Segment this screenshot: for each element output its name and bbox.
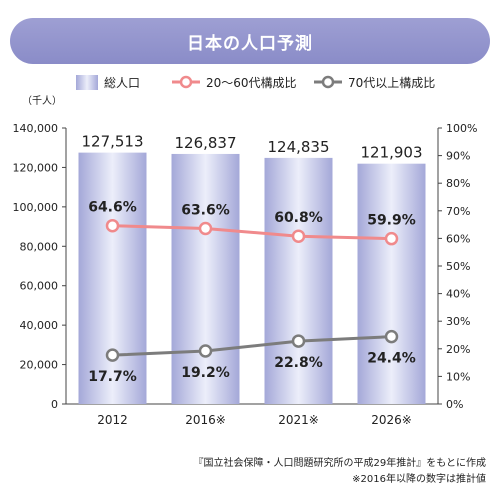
source-note: 『国立社会保障・人口問題研究所の平成29年推計』をもとに作成 — [193, 458, 486, 469]
y-tick-label-left: 20,000 — [20, 359, 59, 372]
y-tick-label-left: 80,000 — [20, 240, 59, 253]
legend-marker-70plus — [321, 75, 335, 89]
y-tick-label-left: 140,000 — [13, 122, 59, 135]
point-20-60-2 — [291, 229, 306, 243]
data-label-70plus-0: 17.7% — [88, 369, 137, 385]
data-label-20-60-1: 63.6% — [181, 202, 230, 218]
axes: （千人） 0 20,000 40,000 60,000 80,000 100,000 120,… — [13, 95, 478, 427]
legend-label-total: 総人口 — [104, 76, 140, 90]
point-20-60-3 — [384, 231, 399, 246]
x-tick-label-1: 2016※ — [185, 413, 226, 427]
bar-value-label-0: 127,513 — [81, 133, 143, 151]
legend-label-20-60: 20～60代構成比 — [206, 76, 297, 90]
y-tick-label-left: 100,000 — [13, 201, 59, 214]
y-tick-label-right: 90% — [446, 150, 470, 163]
data-label-70plus-3: 24.4% — [367, 351, 416, 367]
chart-title: 日本の人口予測 — [10, 18, 490, 64]
line-70plus — [112, 335, 392, 357]
y-tick-label-left: 120,000 — [13, 161, 59, 174]
y-tick-label-right: 80% — [446, 177, 470, 190]
bar-total-1 — [171, 153, 240, 404]
y-tick-label-right: 0% — [446, 398, 463, 411]
data-label-20-60-3: 59.9% — [367, 213, 416, 229]
y-tick-label-right: 70% — [446, 205, 470, 218]
legend-label-70plus: 70代以上構成比 — [348, 76, 435, 90]
y-tick-label-left: 0 — [51, 398, 58, 411]
y-tick-label-right: 100% — [446, 122, 477, 135]
y-tick-label-right: 50% — [446, 260, 470, 273]
line-20-60 — [112, 224, 392, 241]
data-label-70plus-1: 19.2% — [181, 365, 230, 381]
bar-total-0 — [78, 152, 147, 404]
x-tick-label-3: 2026※ — [371, 413, 412, 427]
data-labels: 127,513 126,837 124,835 121,903 64.6% 63.6% 60… — [81, 133, 422, 386]
lines — [105, 218, 399, 362]
x-tick-label-2: 2021※ — [278, 413, 319, 427]
estimate-note: ※2016年以降の数字は推計値 — [352, 474, 486, 485]
y-tick-label-right: 20% — [446, 343, 470, 356]
y-tick-label-right: 10% — [446, 370, 470, 383]
point-20-60-1 — [198, 221, 213, 236]
y-tick-label-left: 40,000 — [20, 319, 59, 332]
legend-swatch-bar — [76, 75, 98, 90]
bar-total-3 — [357, 163, 426, 404]
point-70plus-2 — [291, 334, 306, 348]
legend: 総人口 20～60代構成比 70代以上構成比 — [76, 75, 435, 90]
point-70plus-0 — [105, 348, 120, 362]
x-tick-label-0: 2012 — [97, 413, 128, 427]
y-tick-label-left: 60,000 — [20, 280, 59, 293]
y-tick-label-right: 40% — [446, 288, 470, 301]
bar-value-label-3: 121,903 — [360, 144, 422, 162]
bar-value-label-2: 124,835 — [267, 138, 329, 156]
bar-value-label-1: 126,837 — [174, 134, 236, 152]
y-axis-left-unit: （千人） — [22, 95, 62, 107]
point-20-60-0 — [105, 218, 120, 233]
data-label-70plus-2: 22.8% — [274, 355, 323, 371]
y-tick-label-right: 60% — [446, 232, 470, 245]
bar-total-2 — [264, 157, 333, 404]
point-70plus-1 — [198, 344, 213, 358]
bars — [78, 152, 426, 404]
data-label-20-60-0: 64.6% — [88, 200, 137, 216]
y-tick-label-right: 30% — [446, 315, 470, 328]
point-70plus-3 — [384, 329, 399, 344]
data-label-20-60-2: 60.8% — [274, 210, 323, 226]
legend-marker-20-60 — [179, 75, 193, 89]
